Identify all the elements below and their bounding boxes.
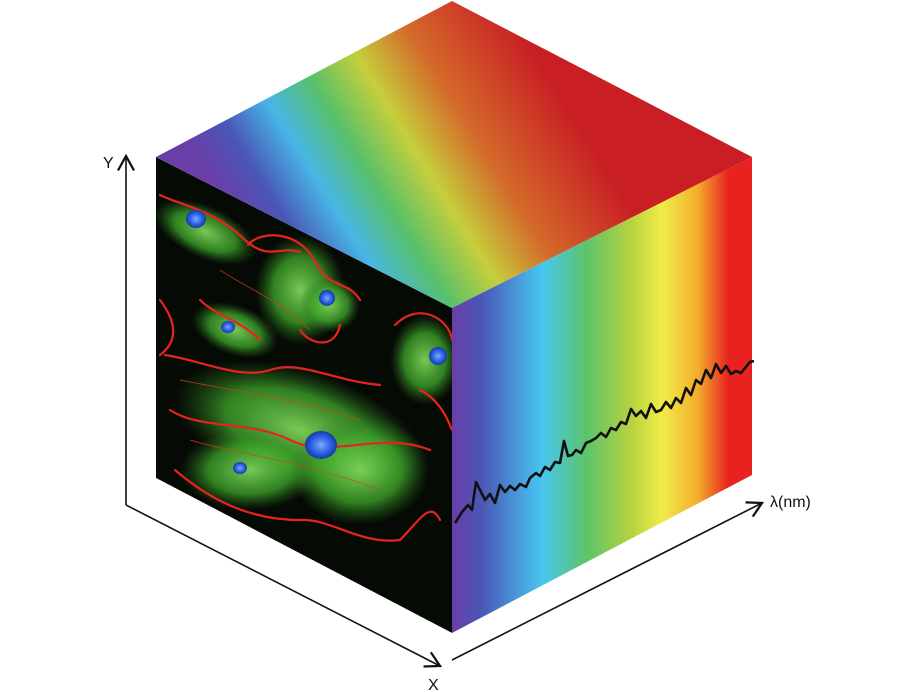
nucleus xyxy=(429,347,447,365)
axes xyxy=(117,153,765,668)
lambda-axis-label: λ(nm) xyxy=(770,494,811,511)
y-axis-label: Y xyxy=(103,155,114,172)
nucleus xyxy=(319,290,335,306)
cube-front-face-micrograph xyxy=(156,157,452,633)
x-axis-label: X xyxy=(428,677,439,692)
cube-top-face-spectrum xyxy=(156,1,752,308)
cube-right-face-spectrum xyxy=(452,157,752,633)
nucleus xyxy=(233,462,247,474)
spectrum-curve xyxy=(453,359,755,524)
nucleus xyxy=(305,431,337,459)
lambda-axis xyxy=(451,501,765,661)
nucleus xyxy=(221,321,235,333)
nucleus xyxy=(186,210,206,228)
x-axis xyxy=(125,504,443,668)
